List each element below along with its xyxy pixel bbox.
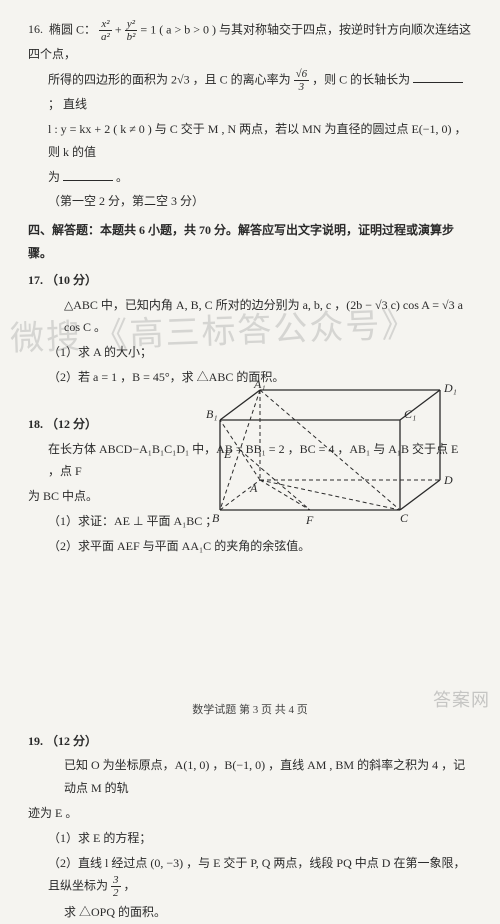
q19-frac: 3 2	[111, 874, 121, 899]
q17-p1: （1）求 A 的大小；	[28, 341, 472, 364]
q17-points: （10 分）	[46, 273, 97, 287]
q19-points: （12 分）	[46, 734, 97, 748]
label-D1: D₁	[443, 381, 457, 395]
q16-number: 16.	[28, 18, 46, 41]
q17-line1: △ABC 中，已知内角 A, B, C 所对的边分别为 a, b, c ，(2b…	[28, 294, 472, 340]
q18-points: （12 分）	[46, 417, 97, 431]
label-F: F	[305, 513, 314, 527]
label-E: E	[223, 447, 232, 461]
label-A: A	[249, 481, 258, 495]
q16-blank2	[63, 169, 113, 181]
q16-text2b: ，则 C 的长轴长为	[312, 72, 413, 86]
plus: +	[115, 22, 125, 36]
q19-line1: 已知 O 为坐标原点，A(1, 0) ，B(−1, 0) ，直线 AM , BM…	[28, 754, 472, 800]
cuboid-svg: A₁ B₁ C₁ D₁ A B C D E F	[200, 380, 460, 540]
q16-text1a: 椭圆 C：	[49, 22, 96, 36]
q16-line1: 16. 椭圆 C： x² a² + y² b² = 1 ( a > b > 0 …	[28, 18, 472, 66]
cuboid-figure: A₁ B₁ C₁ D₁ A B C D E F	[200, 380, 460, 540]
q16-line4: 为 。	[28, 166, 472, 189]
q16-frac1: x² a²	[99, 18, 112, 43]
section4-title: 四、解答题：本题共 6 小题，共 70 分。解答应写出文字说明，证明过程或演算步…	[28, 219, 472, 265]
q17-header: 17. （10 分）	[28, 269, 472, 292]
q19-p2c: 求 △OPQ 的面积。	[28, 901, 472, 924]
q16-blank1	[413, 71, 463, 83]
q16-frac2: y² b²	[125, 18, 138, 43]
q19-p1: （1）求 E 的方程；	[28, 827, 472, 850]
label-B1: B₁	[206, 407, 218, 421]
label-D: D	[443, 473, 453, 487]
q19-header: 19. （12 分）	[28, 730, 472, 753]
q18-number: 18.	[28, 417, 43, 431]
q16-text4b: 。	[116, 170, 128, 184]
q16-frac3: √6 3	[294, 68, 310, 93]
q16-note: （第一空 2 分，第二空 3 分）	[28, 190, 472, 213]
corner-watermark: 答案网	[433, 683, 490, 717]
label-B: B	[212, 511, 220, 525]
q19-p2b: ，	[124, 879, 136, 893]
q16-text2c: ； 直线	[48, 97, 87, 111]
label-C: C	[400, 511, 409, 525]
q16-text4a: 为	[48, 170, 63, 184]
label-A1: A₁	[253, 380, 266, 391]
q19-p2: （2）直线 l 经过点 (0, −3) ，与 E 交于 P, Q 两点，线段 P…	[28, 852, 472, 900]
q16-line2: 所得的四边形的面积为 2√3 ，且 C 的离心率为 √6 3 ，则 C 的长轴长…	[28, 68, 472, 116]
q17-number: 17.	[28, 273, 43, 287]
label-C1: C₁	[404, 407, 416, 421]
q19-number: 19.	[28, 734, 43, 748]
q16-text2a: 所得的四边形的面积为 2√3 ，且 C 的离心率为	[48, 72, 294, 86]
q16-line3: l : y = kx + 2 ( k ≠ 0 ) 与 C 交于 M , N 两点…	[28, 118, 472, 164]
q19-line2: 迹为 E 。	[28, 802, 472, 825]
page-footer: 数学试题 第 3 页 共 4 页	[0, 700, 500, 721]
